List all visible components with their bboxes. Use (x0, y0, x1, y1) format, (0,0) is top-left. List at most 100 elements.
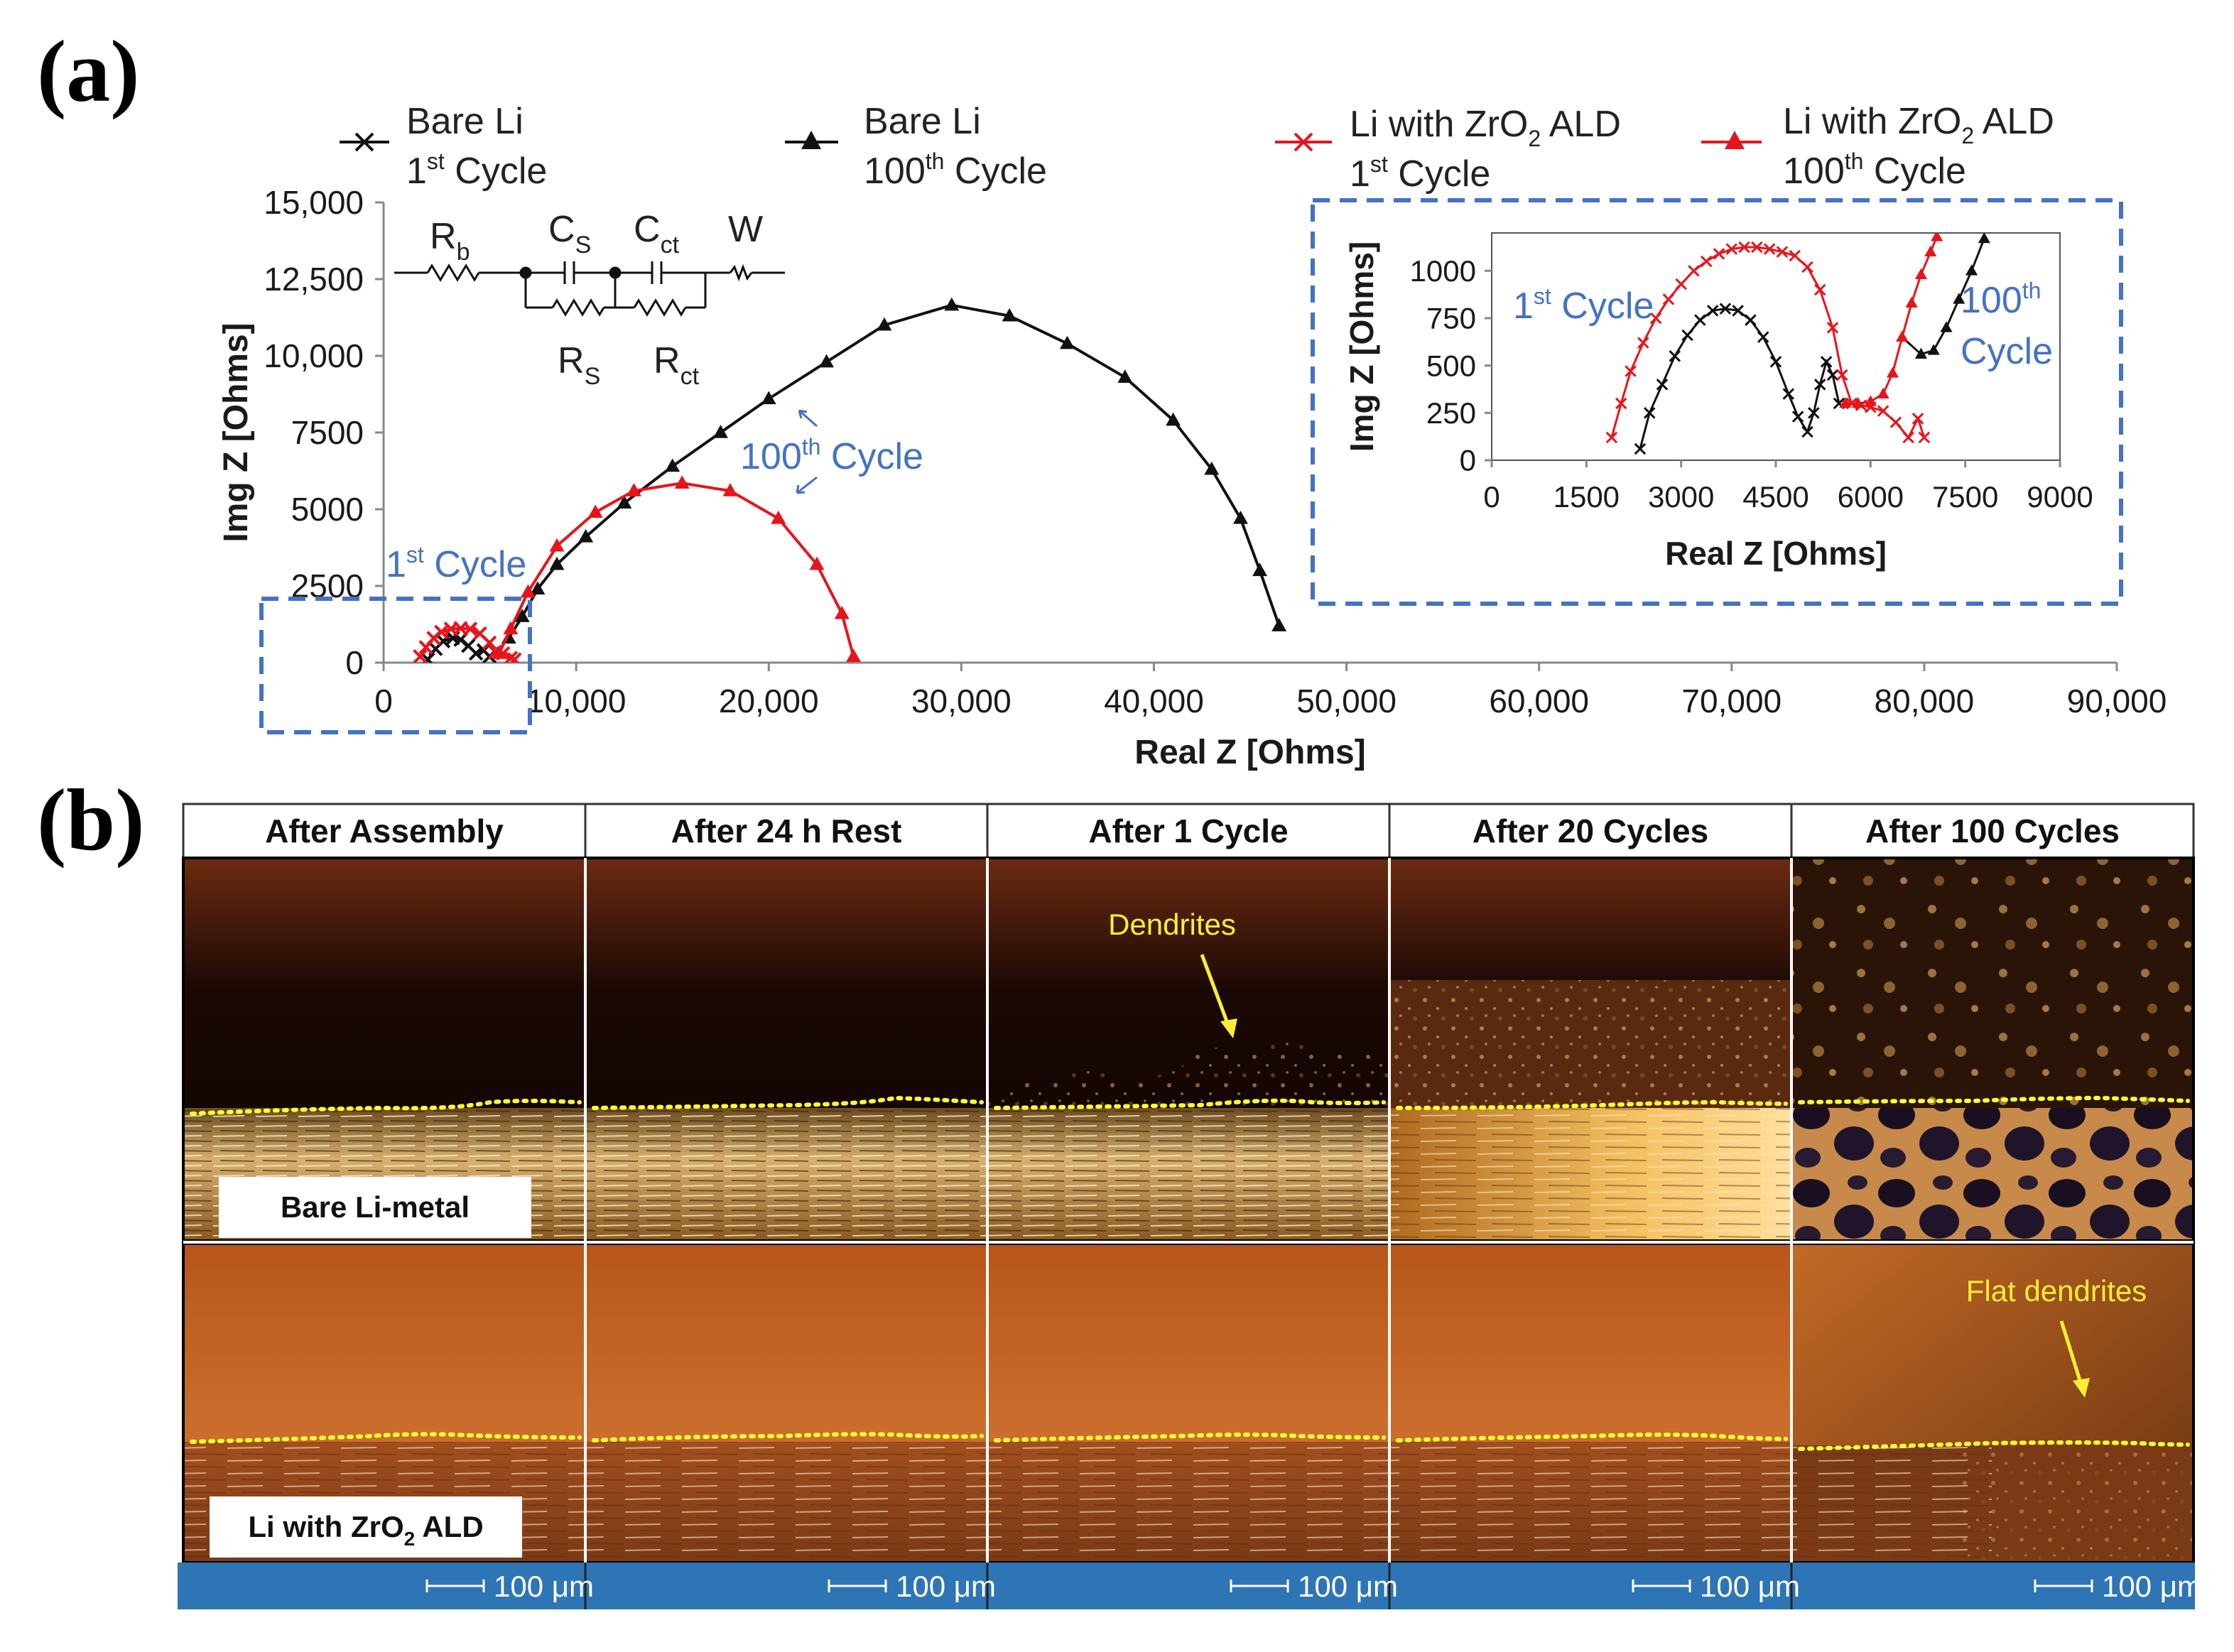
data-point-triangle (578, 528, 594, 543)
y-tick-label: 500 (1426, 349, 1476, 382)
interface-line (1396, 1433, 1788, 1442)
x-icon (354, 132, 374, 152)
data-point-x (1789, 249, 1801, 262)
x-tick-label: 4500 (1742, 480, 1809, 513)
data-point-triangle (1905, 296, 1918, 308)
micrograph (1793, 859, 2192, 1239)
data-point-triangle (1852, 397, 1865, 408)
legend-entry-zro2-1st: Li with ZrO2 ALD 1st Cycle (1275, 104, 1621, 195)
column-header: After 24 h Rest (671, 813, 902, 849)
data-point-triangle (520, 584, 536, 598)
inset-box (1311, 198, 2123, 606)
data-point-x (1700, 255, 1713, 268)
data-point-x (462, 621, 478, 636)
data-point-x (1681, 329, 1693, 342)
data-point-triangle (1204, 461, 1220, 475)
main-x-axis-label: Real Z [Ohms] (1134, 734, 1365, 771)
data-point-x (434, 624, 449, 640)
data-point-x (1826, 369, 1839, 381)
data-point-triangle (549, 556, 565, 570)
column-header: After 100 Cycles (1865, 813, 2120, 849)
x-tick-label: 10,000 (526, 683, 627, 719)
data-point-x (507, 652, 522, 663)
column-header: After Assembly (265, 813, 504, 849)
data-point-triangle (1117, 369, 1133, 383)
data-point-x (413, 649, 428, 663)
data-point-triangle (1927, 344, 1940, 355)
x-tick-label: 20,000 (719, 683, 819, 719)
micrograph (587, 1245, 986, 1561)
data-point-triangle (514, 609, 530, 622)
legend-label-line2: 100th Cycle (1783, 148, 1966, 192)
arrowhead-icon (2073, 1378, 2090, 1398)
x-tick-label: 60,000 (1489, 683, 1589, 719)
main-y-axis-label: Img Z [Ohms] (217, 322, 255, 542)
data-point-x (1669, 350, 1681, 362)
inset-ticks: 0 1500 3000 4500 6000 7500 9000 0 250 500 750 1000 (1410, 254, 2093, 513)
data-point-x (1625, 365, 1637, 377)
data-point-x (1877, 405, 1889, 417)
main-chart-series (413, 297, 1287, 663)
row-label-bare: Bare Li-metal (281, 1190, 470, 1224)
data-point-triangle (819, 354, 835, 368)
annotation-flat-dendrites: Flat dendrites (1966, 1274, 2147, 1308)
interface-line (190, 1099, 582, 1116)
data-point-x (1662, 293, 1675, 305)
y-tick-label: 5000 (291, 491, 364, 528)
inset-series (1605, 233, 1990, 455)
data-point-x (1656, 379, 1669, 391)
annotation-1st-cycle: 1st Cycle (386, 542, 526, 585)
data-point-x (1725, 243, 1738, 255)
x-tick-label: 1500 (1554, 480, 1620, 513)
data-point-triangle (1931, 233, 1943, 241)
inset-x-axis-label: Real Z [Ohms] (1665, 535, 1887, 572)
interface-line (592, 1432, 984, 1442)
legend-label-line1: Li with ZrO2 ALD (1350, 104, 1621, 151)
data-point-x (1643, 407, 1656, 419)
circuit-labels: Rb CS Cct W RS Rct (430, 209, 763, 390)
data-point-triangle (587, 504, 603, 518)
data-point-x (1912, 413, 1924, 425)
inset-annotation-1st-cycle: 1st Cycle (1513, 283, 1654, 327)
micrograph (989, 859, 1388, 1239)
y-tick-label: 15,000 (264, 184, 364, 221)
panel-b-grid: After Assembly After 24 h Rest After 1 C… (178, 803, 2202, 1609)
data-point-triangle (877, 317, 892, 331)
data-point-x (421, 652, 435, 663)
data-point-triangle (712, 425, 728, 438)
data-point-x (1745, 314, 1757, 326)
label-w: W (728, 209, 763, 250)
data-point-x (1694, 314, 1706, 326)
x-tick-label: 0 (1483, 480, 1500, 513)
data-point-x (1918, 431, 1931, 444)
arrow-icon (1200, 954, 1231, 1028)
data-point-triangle (1914, 347, 1927, 359)
x-tick-label: 70,000 (1681, 683, 1782, 719)
equivalent-circuit (394, 261, 785, 317)
interface-line (1798, 1440, 2190, 1451)
inset-chart: 0 1500 3000 4500 6000 7500 900002505007501000 … (1311, 198, 2123, 606)
data-point-x (1813, 283, 1826, 296)
warburg-element (729, 263, 753, 282)
data-point-x (1738, 241, 1750, 254)
data-point-x (1836, 369, 1848, 381)
scale-bar-label: 100 μm (1700, 1570, 1800, 1603)
data-point-x (503, 651, 519, 663)
data-point-x (1615, 397, 1627, 410)
data-point-triangle (1896, 330, 1909, 342)
main-chart-ticks: 0 10,000 20,000 30,000 40,000 50,000 60,000 70,… (264, 184, 2167, 719)
inset-annotation-100th-cycle: 100th (1961, 278, 2041, 321)
interface-line (592, 1095, 984, 1110)
data-point-x (1826, 322, 1839, 334)
data-point-x (1889, 416, 1902, 428)
y-tick-label: 1000 (1410, 254, 1476, 288)
data-point-triangle (1886, 366, 1899, 378)
data-point-x (482, 635, 497, 651)
row-label-zro2: Li with ZrO2 ALD (248, 1510, 483, 1550)
triangle-icon (801, 131, 821, 149)
label-cs: CS (548, 209, 591, 259)
y-tick-label: 12,500 (264, 261, 364, 298)
data-point-x (1605, 431, 1618, 444)
main-annotations: 100th Cycle 1st Cycle (386, 409, 923, 585)
